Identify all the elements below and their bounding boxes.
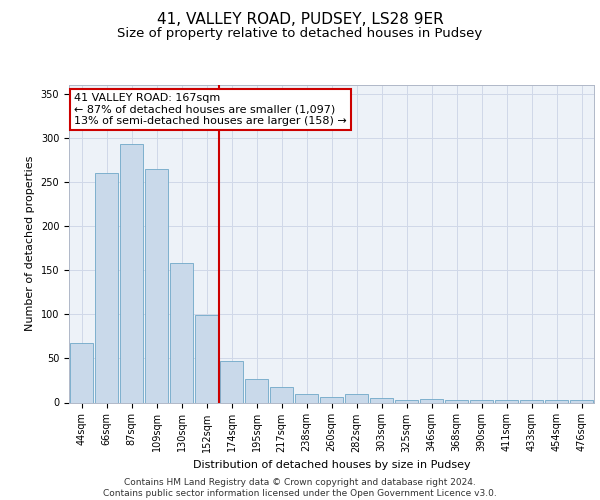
- Bar: [195, 315, 218, 402]
- Text: 41 VALLEY ROAD: 167sqm
← 87% of detached houses are smaller (1,097)
13% of semi-: 41 VALLEY ROAD: 167sqm ← 87% of detached…: [74, 93, 347, 126]
- Bar: [320, 397, 343, 402]
- Bar: [220, 361, 243, 403]
- Bar: [170, 263, 193, 402]
- Bar: [445, 400, 468, 402]
- Text: 41, VALLEY ROAD, PUDSEY, LS28 9ER: 41, VALLEY ROAD, PUDSEY, LS28 9ER: [157, 12, 443, 28]
- Bar: [245, 378, 268, 402]
- Bar: [95, 173, 118, 402]
- Bar: [520, 400, 543, 402]
- Bar: [570, 400, 593, 402]
- Text: Size of property relative to detached houses in Pudsey: Size of property relative to detached ho…: [118, 26, 482, 40]
- Bar: [495, 400, 518, 402]
- Bar: [295, 394, 318, 402]
- Bar: [145, 169, 168, 402]
- Bar: [370, 398, 393, 402]
- Bar: [420, 399, 443, 402]
- Bar: [545, 400, 568, 402]
- Bar: [345, 394, 368, 402]
- Bar: [120, 144, 143, 403]
- Bar: [270, 386, 293, 402]
- Y-axis label: Number of detached properties: Number of detached properties: [25, 156, 35, 332]
- Bar: [470, 400, 493, 402]
- Bar: [70, 342, 93, 402]
- X-axis label: Distribution of detached houses by size in Pudsey: Distribution of detached houses by size …: [193, 460, 470, 470]
- Bar: [395, 400, 418, 402]
- Text: Contains HM Land Registry data © Crown copyright and database right 2024.
Contai: Contains HM Land Registry data © Crown c…: [103, 478, 497, 498]
